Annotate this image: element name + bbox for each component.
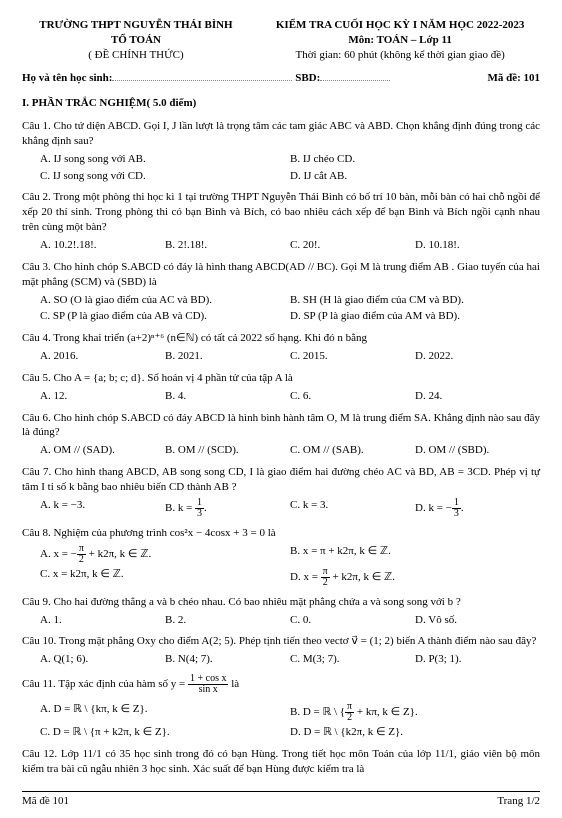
q1-a: A. IJ song song với AB. [40, 151, 290, 168]
q3-a: A. SO (O là giao điểm của AC và BD). [40, 292, 290, 309]
q6-d: D. OM // (SBD). [415, 442, 540, 459]
sbd-label: SBD: [295, 71, 320, 86]
q4-b: B. 2021. [165, 348, 290, 365]
q6-b: B. OM // (SCD). [165, 442, 290, 459]
exam-block: KIỂM TRA CUỐI HỌC KỲ I NĂM HỌC 2022-2023… [260, 18, 540, 63]
q11-stem: Câu 11. Tập xác định của hàm số y = 1 + … [22, 674, 540, 695]
school-block: TRƯỜNG THPT NGUYỄN THÁI BÌNH TỔ TOÁN ( Đ… [22, 18, 250, 63]
q8-c: C. x = k2π, k ∈ ℤ. [40, 566, 290, 589]
time: Thời gian: 60 phút (không kể thời gian g… [260, 48, 540, 63]
q2-stem: Câu 2. Trong một phòng thi học kì 1 tại … [22, 190, 540, 235]
q1-d: D. IJ cắt AB. [290, 168, 540, 185]
footer-left: Mã đề 101 [22, 794, 69, 809]
q1-stem: Câu 1. Cho tứ diện ABCD. Gọi I, J lần lư… [22, 119, 540, 149]
q6-a: A. OM // (SAD). [40, 442, 165, 459]
q5-stem: Câu 5. Cho A = {a; b; c; d}. Số hoán vị … [22, 371, 540, 386]
q7-b-pre: B. k = [165, 502, 195, 514]
q1-c: C. IJ song song với CD. [40, 168, 290, 185]
q7-c: C. k = 3. [290, 497, 415, 520]
q8-a: A. x = −π2 + k2π, k ∈ ℤ. [40, 543, 290, 566]
q10-b: B. N(4; 7). [165, 651, 290, 668]
q7-d-pre: D. k = − [415, 502, 452, 514]
q5-b: B. 4. [165, 388, 290, 405]
footer: Mã đề 101 Trang 1/2 [22, 791, 540, 809]
q10-a: A. Q(1; 6). [40, 651, 165, 668]
q9-b: B. 2. [165, 612, 290, 629]
student-row: Họ và tên học sinh: SBD: Mã đề: 101 [22, 71, 540, 87]
code-label: Mã đề: 101 [487, 71, 540, 86]
q11-a: A. D = ℝ \ {kπ, k ∈ Z}. [40, 701, 290, 724]
q11-c: C. D = ℝ \ {π + k2π, k ∈ Z}. [40, 724, 290, 741]
q10-c: C. M(3; 7). [290, 651, 415, 668]
q2-b: B. 2!.18!. [165, 237, 290, 254]
q9-d: D. Vô số. [415, 612, 540, 629]
q3-d: D. SP (P là giao điểm của AM và BD). [290, 308, 540, 325]
q5-d: D. 24. [415, 388, 540, 405]
q3-b: B. SH (H là giao điểm của CM và BD). [290, 292, 540, 309]
q3-stem: Câu 3. Cho hình chóp S.ABCD có đáy là hì… [22, 260, 540, 290]
q4-d: D. 2022. [415, 348, 540, 365]
q1-b: B. IJ chéo CD. [290, 151, 540, 168]
q5-c: C. 6. [290, 388, 415, 405]
student-fill [112, 71, 292, 82]
q8-d: D. x = π2 + k2π, k ∈ ℤ. [290, 566, 540, 589]
q6-stem: Câu 6. Cho hình chóp S.ABCD có đáy ABCD … [22, 411, 540, 441]
q6-c: C. OM // (SAB). [290, 442, 415, 459]
q7-b: B. k = 13. [165, 497, 290, 520]
section-1-title: I. PHẦN TRẮC NGHIỆM( 5.0 điểm) [22, 96, 540, 111]
q10-d: D. P(3; 1). [415, 651, 540, 668]
dept: TỔ TOÁN [22, 33, 250, 48]
q11-b: B. D = ℝ \ {π2 + kπ, k ∈ Z}. [290, 701, 540, 724]
subject: Môn: TOÁN – Lớp 11 [260, 33, 540, 48]
q8-b: B. x = π + k2π, k ∈ ℤ. [290, 543, 540, 566]
q7-d: D. k = −13. [415, 497, 540, 520]
q9-c: C. 0. [290, 612, 415, 629]
q4-c: C. 2015. [290, 348, 415, 365]
q3-c: C. SP (P là giao điểm của AB và CD). [40, 308, 290, 325]
q4-a: A. 2016. [40, 348, 165, 365]
q8-stem: Câu 8. Nghiệm của phương trình cos²x − 4… [22, 526, 540, 541]
school-name: TRƯỜNG THPT NGUYỄN THÁI BÌNH [22, 18, 250, 33]
footer-right: Trang 1/2 [497, 794, 540, 809]
exam-title: KIỂM TRA CUỐI HỌC KỲ I NĂM HỌC 2022-2023 [260, 18, 540, 33]
q9-stem: Câu 9. Cho hai đường thẳng a và b chéo n… [22, 595, 540, 610]
header: TRƯỜNG THPT NGUYỄN THÁI BÌNH TỔ TOÁN ( Đ… [22, 18, 540, 63]
q11-d: D. D = ℝ \ {k2π, k ∈ Z}. [290, 724, 540, 741]
q7-a: A. k = −3. [40, 497, 165, 520]
q5-a: A. 12. [40, 388, 165, 405]
q9-a: A. 1. [40, 612, 165, 629]
q2-c: C. 20!. [290, 237, 415, 254]
q7-stem: Câu 7. Cho hình thang ABCD, AB song song… [22, 465, 540, 495]
q2-a: A. 10.2!.18!. [40, 237, 165, 254]
q2-d: D. 10.18!. [415, 237, 540, 254]
student-label: Họ và tên học sinh: [22, 71, 112, 86]
official: ( ĐỀ CHÍNH THỨC) [22, 48, 250, 63]
q4-stem: Câu 4. Trong khai triển (a+2)ⁿ⁺⁶ (n∈ℕ) c… [22, 331, 540, 346]
q12-stem: Câu 12. Lớp 11/1 có 35 học sinh trong đó… [22, 747, 540, 777]
q10-stem: Câu 10. Trong mặt phẳng Oxy cho điểm A(2… [22, 634, 540, 649]
sbd-fill [320, 71, 390, 82]
